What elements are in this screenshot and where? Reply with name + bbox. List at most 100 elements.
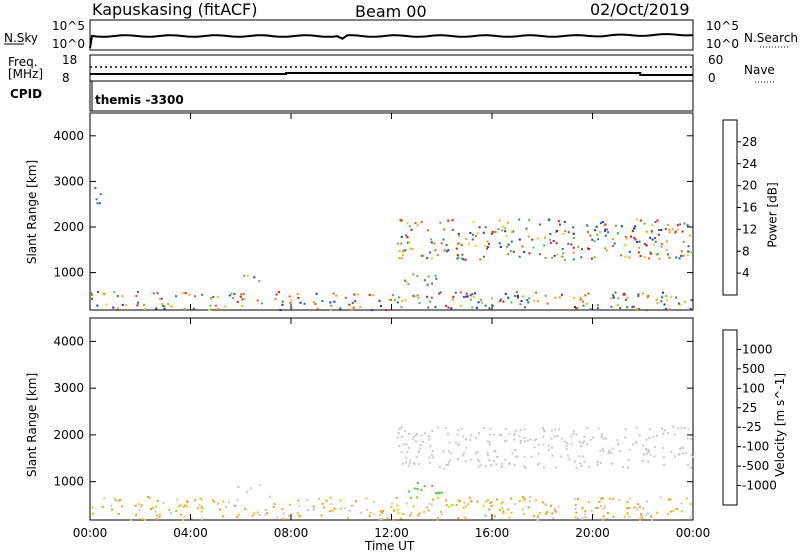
power-cell: [553, 254, 556, 257]
velocity-cell: [457, 499, 460, 502]
velocity-cell: [648, 450, 651, 453]
power-cell: [426, 283, 429, 286]
power-cell: [484, 304, 487, 307]
power-cell: [289, 301, 292, 304]
velocity-cell: [411, 437, 414, 440]
power-cell: [632, 305, 635, 308]
velocity-cell: [444, 427, 447, 430]
power-cell: [439, 221, 442, 224]
velocity-cell: [405, 456, 408, 459]
power-cell: [676, 224, 679, 227]
power-cell: [612, 238, 614, 240]
power-cell: [683, 300, 686, 303]
power-cell: [396, 301, 399, 304]
power-cell: [275, 293, 278, 296]
power-cell: [549, 241, 552, 244]
power-cell: [230, 292, 233, 295]
velocity-cell: [610, 462, 613, 465]
power-cell: [466, 295, 469, 298]
velocity-cell: [627, 506, 630, 509]
power-cell: [288, 295, 291, 298]
velocity-cell: [581, 507, 584, 510]
velocity-cell: [684, 451, 687, 454]
velocity-cell: [176, 498, 179, 501]
power-cell: [527, 301, 530, 304]
velocity-cell: [602, 515, 605, 518]
velocity-cell: [656, 511, 659, 514]
power-cell: [472, 220, 475, 223]
power-cell: [572, 226, 575, 229]
power-cell: [90, 292, 92, 295]
power-cell: [686, 224, 689, 227]
power-cell: [661, 296, 664, 299]
power-cell: [494, 230, 497, 233]
velocity-cell: [508, 432, 511, 435]
power-cell: [160, 297, 163, 300]
velocity-cell: [456, 458, 459, 461]
velocity-cell: [169, 512, 172, 515]
velocity-cell: [689, 516, 692, 519]
power-cell: [678, 257, 681, 260]
velocity-cell: [222, 515, 225, 518]
power-cell: [359, 306, 362, 309]
power-cell: [404, 279, 407, 282]
velocity-cell: [659, 496, 662, 499]
velocity-cell: [687, 464, 690, 466]
velocity-cell: [402, 513, 405, 516]
velocity-cell: [462, 435, 465, 438]
power-cell: [404, 298, 407, 301]
power-cell: [593, 256, 596, 259]
velocity-cell: [182, 506, 185, 508]
velocity-cell: [545, 512, 547, 515]
power-cell: [414, 295, 417, 298]
velocity-cell: [464, 460, 467, 463]
power-cell: [183, 308, 186, 311]
velocity-cell: [565, 448, 568, 451]
velocity-cell: [420, 489, 423, 492]
velocity-cell: [609, 497, 611, 500]
power-cell: [429, 300, 432, 303]
velocity-cell: [114, 499, 117, 502]
velocity-cell: [504, 439, 506, 442]
velocity-cell: [637, 503, 639, 506]
velocity-cell: [402, 462, 404, 465]
power-cell: [468, 242, 471, 245]
power-cell: [616, 232, 619, 235]
velocity-cell: [628, 516, 631, 519]
power-ytick-label: 3000: [53, 174, 84, 188]
velocity-cell: [246, 490, 249, 493]
power-colorbar-frame: [722, 119, 738, 296]
velocity-cell: [584, 510, 587, 513]
velocity-cell: [650, 515, 653, 518]
velocity-cell: [575, 433, 578, 436]
velocity-cell: [680, 426, 683, 429]
velocity-cell: [527, 506, 530, 509]
power-cell: [469, 294, 472, 297]
velocity-cell: [669, 510, 672, 513]
velocity-cell: [519, 441, 522, 444]
power-cell: [442, 238, 445, 241]
power-cell: [447, 219, 450, 222]
power-cell: [167, 303, 170, 305]
velocity-cell: [483, 427, 486, 429]
velocity-cell: [412, 462, 415, 465]
velocity-cell: [350, 505, 353, 507]
velocity-cell: [467, 503, 470, 506]
velocity-cell: [647, 461, 650, 463]
noise-right-top-tick: 10^5: [706, 19, 739, 33]
power-cell: [613, 242, 616, 245]
velocity-cell: [407, 433, 410, 435]
power-cell: [678, 303, 681, 306]
velocity-cell: [493, 515, 496, 518]
velocity-cell: [601, 433, 604, 436]
power-cell: [643, 243, 646, 246]
velocity-cell: [575, 466, 578, 469]
power-cell: [478, 226, 481, 229]
velocity-cell: [639, 515, 642, 517]
velocity-cell: [334, 508, 337, 511]
velocity-cell: [679, 448, 682, 451]
velocity-cell: [677, 427, 680, 430]
velocity-cell: [515, 455, 518, 458]
power-cell: [680, 250, 683, 253]
velocity-cell: [401, 435, 404, 438]
